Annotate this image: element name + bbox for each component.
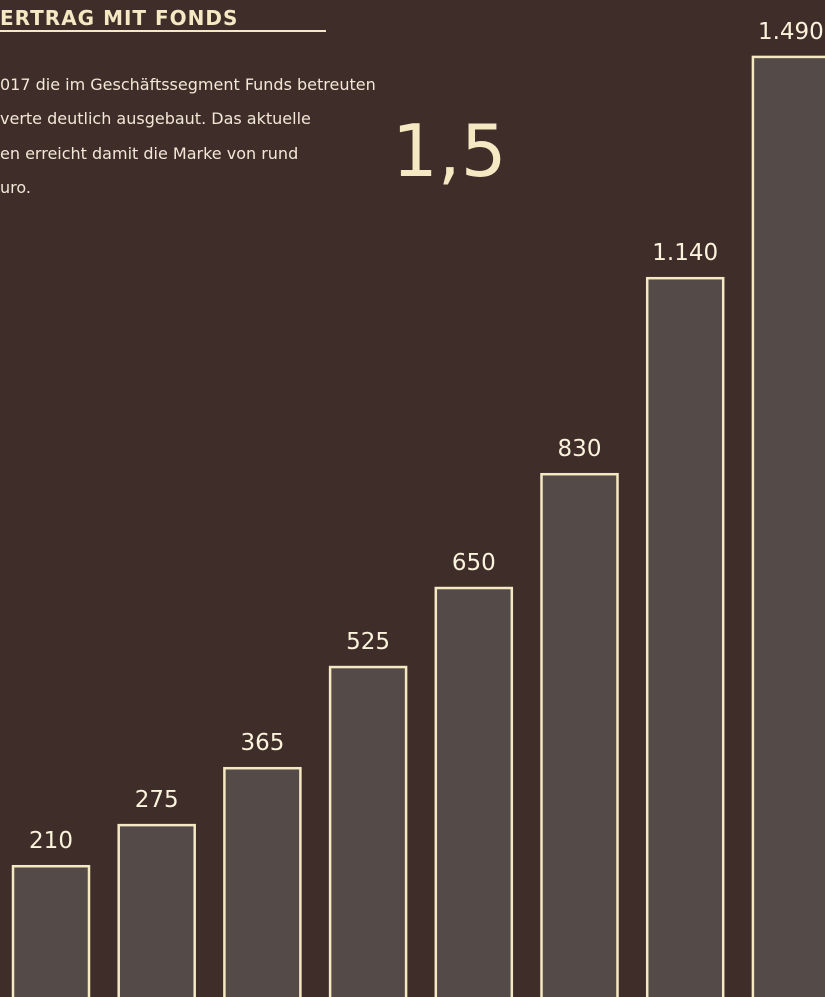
value-label: 650 [452,550,496,576]
paragraph-line: en erreicht damit die Marke von rund [0,144,298,163]
value-label: 210 [29,828,73,854]
value-label: 525 [346,629,390,655]
value-label: 1.490 [758,19,824,45]
bar [11,864,91,997]
bar [117,823,196,997]
paragraph-line: 017 die im Geschäftssegment Funds betreu… [0,75,376,94]
value-label: 365 [240,730,284,756]
bar [540,472,619,997]
value-label: 830 [558,436,602,462]
value-label: 1.140 [652,240,718,266]
paragraph-line: uro. [0,178,31,197]
bar [328,665,408,997]
annotation: 1,5 [392,109,507,193]
value-label: 275 [135,787,179,813]
bar [751,55,825,997]
bar [434,586,514,997]
bar [223,766,302,997]
paragraph-line: verte deutlich ausgebaut. Das aktuelle [0,109,311,128]
chart-title: ERTRAG MIT FONDS [0,6,238,30]
bar [645,276,725,997]
